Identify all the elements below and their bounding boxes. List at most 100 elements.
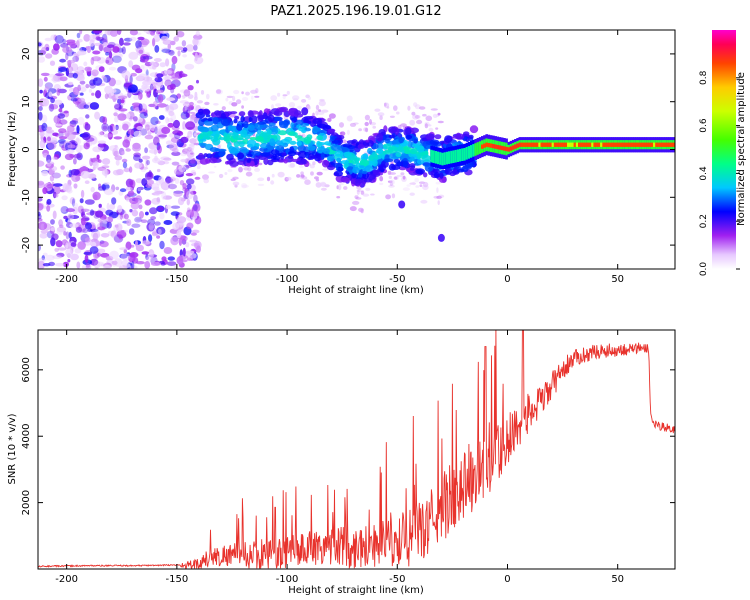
heatmap-cell: [177, 197, 185, 206]
x-tick-label: 50: [611, 574, 624, 585]
heatmap-cell: [46, 198, 52, 205]
heatmap-cell: [74, 248, 82, 254]
heatmap-cell: [312, 161, 316, 166]
heatmap-cell: [59, 224, 64, 228]
heatmap-cell: [433, 172, 440, 179]
heatmap-cell: [58, 67, 68, 72]
heatmap-cell: [185, 121, 196, 130]
heatmap-cell: [633, 142, 636, 147]
heatmap-cell: [296, 140, 302, 146]
heatmap-cell: [287, 150, 297, 157]
heatmap-cell: [141, 178, 148, 187]
heatmap-cell: [83, 251, 92, 255]
heatmap-cell: [597, 142, 601, 147]
heatmap-cell: [436, 195, 442, 200]
heatmap-cell: [173, 119, 180, 129]
heatmap-cell: [62, 261, 69, 268]
heatmap-cell: [233, 89, 240, 95]
x-tick-label: 0: [504, 574, 510, 585]
heatmap-cell: [54, 40, 59, 44]
heatmap-cell: [38, 218, 43, 222]
heatmap-cell: [190, 114, 197, 120]
heatmap-cell: [346, 166, 354, 171]
heatmap-cell: [171, 161, 180, 166]
heatmap-cell: [337, 184, 342, 191]
heatmap-cell: [116, 215, 123, 220]
heatmap-cell: [402, 175, 406, 180]
heatmap-cell: [114, 116, 119, 123]
heatmap-cell: [266, 176, 271, 182]
heatmap-cell: [125, 186, 133, 191]
heatmap-cell: [126, 112, 131, 119]
heatmap-cell: [116, 168, 124, 176]
heatmap-cell: [90, 241, 97, 248]
heatmap-cell: [96, 248, 106, 254]
heatmap-cell: [611, 142, 614, 147]
heatmap-cell: [65, 242, 69, 249]
heatmap-cell: [109, 66, 117, 71]
heatmap-cell: [66, 207, 75, 213]
heatmap-cell: [72, 198, 75, 207]
heatmap-cell: [52, 255, 62, 260]
heatmap-cell: [176, 216, 187, 224]
heatmap-cell: [79, 30, 83, 35]
heatmap-cell: [379, 115, 383, 120]
heatmap-cell: [99, 44, 103, 52]
heatmap-cell: [200, 90, 205, 95]
heatmap-cell: [266, 129, 272, 135]
heatmap-cell: [122, 161, 128, 169]
heatmap-cell: [66, 149, 75, 154]
heatmap-cell: [393, 176, 398, 180]
heatmap-cell: [423, 172, 428, 178]
heatmap-cell: [232, 95, 236, 102]
heatmap-cell: [84, 180, 90, 184]
colorbar-tick-label: 0.0: [699, 262, 709, 277]
heatmap-cell: [578, 142, 581, 147]
heatmap-cell: [71, 173, 80, 183]
heatmap-cell: [78, 69, 84, 79]
heatmap-cell: [387, 180, 393, 183]
heatmap-cell: [76, 47, 82, 51]
heatmap-cell: [398, 137, 405, 144]
heatmap-cell: [181, 40, 187, 47]
heatmap-cell: [260, 152, 270, 157]
heatmap-cell: [57, 247, 67, 251]
heatmap-cell: [67, 72, 75, 78]
heatmap-cell: [400, 172, 405, 176]
heatmap-cell: [75, 226, 83, 233]
heatmap-cell: [354, 195, 359, 199]
heatmap-cell: [165, 117, 170, 124]
heatmap-cell: [218, 151, 225, 157]
heatmap-cell: [39, 139, 46, 149]
heatmap-cell: [344, 162, 349, 168]
heatmap-cell: [128, 51, 139, 60]
heatmap-cell: [389, 172, 396, 175]
heatmap-cell: [101, 169, 109, 176]
heatmap-cell: [303, 136, 312, 145]
heatmap-cell: [372, 143, 379, 150]
heatmap-cell: [167, 118, 174, 123]
heatmap-cell: [192, 204, 198, 212]
heatmap-cell: [143, 85, 152, 92]
heatmap-cell: [251, 95, 254, 100]
heatmap-cell: [352, 166, 360, 174]
heatmap-cell: [109, 203, 116, 210]
heatmap-cell: [119, 211, 123, 220]
heatmap-cell: [282, 94, 288, 97]
heatmap-cell: [412, 114, 419, 120]
heatmap-cell: [92, 33, 96, 40]
heatmap-cell: [136, 261, 145, 265]
heatmap-cell: [180, 158, 187, 163]
heatmap-cell: [340, 176, 350, 183]
heatmap-cell: [286, 176, 292, 181]
heatmap-cell: [50, 237, 56, 247]
heatmap-cell: [137, 91, 143, 100]
heatmap-cell: [240, 115, 245, 123]
heatmap-cell: [180, 136, 189, 144]
heatmap-cell: [187, 105, 192, 111]
heatmap-cell: [154, 45, 160, 53]
heatmap-cell: [153, 136, 160, 146]
heatmap-cell: [69, 223, 79, 228]
heatmap-cell: [445, 151, 449, 165]
heatmap-cell: [297, 105, 302, 110]
